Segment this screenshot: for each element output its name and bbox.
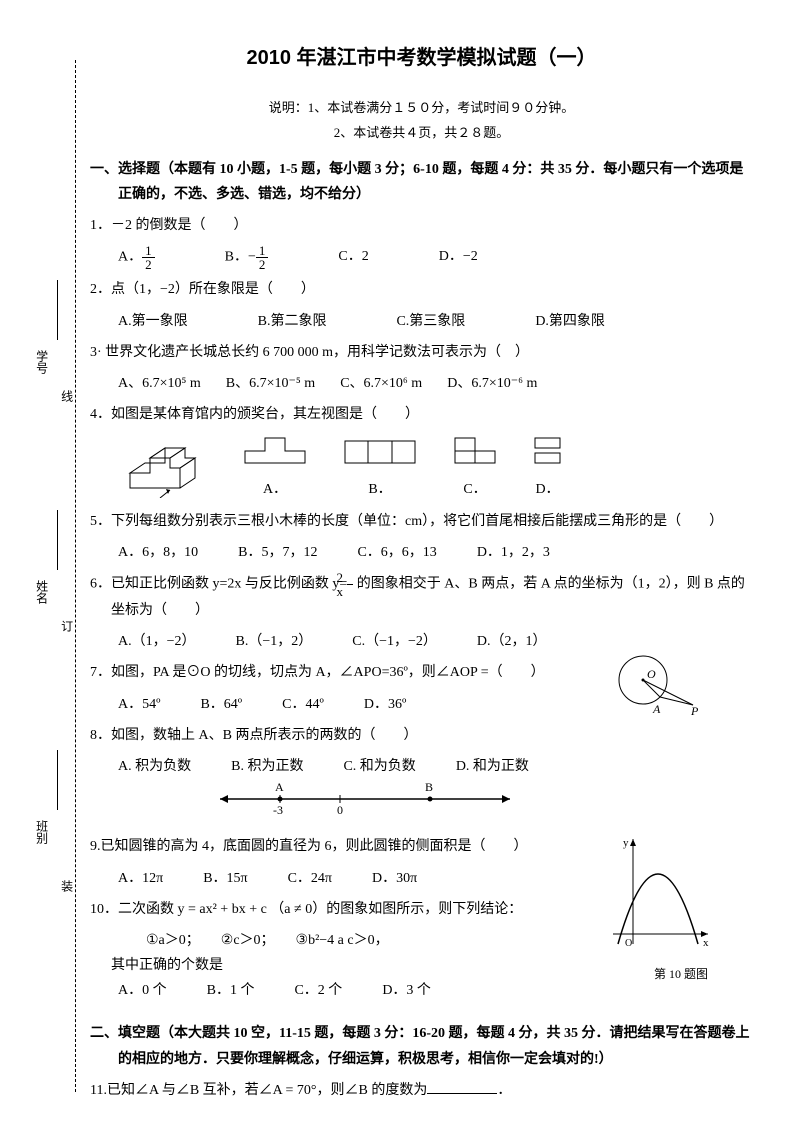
shape-a-icon [240, 433, 310, 468]
label-a: A [652, 702, 661, 716]
binding-label-xue: 学号 [30, 350, 52, 374]
question-1: 1．－2 的倒数是（ ） [90, 213, 753, 238]
axis-x: x [703, 937, 709, 949]
label-p: P [690, 704, 699, 718]
binding-line [57, 510, 58, 570]
shape-c-icon [450, 433, 500, 468]
q4-shape-b: B． [340, 433, 420, 502]
q1-opt-b: B．−12 [225, 244, 269, 271]
desc-line-1: 说明：1、本试卷满分１５０分，考试时间９０分钟。 [90, 96, 753, 119]
q4-shape-c: C． [450, 433, 500, 502]
q9-q10-block: x y O 第 10 题图 9.已知圆锥的高为 4，底面圆的直径为 6，则此圆锥… [90, 834, 753, 1003]
q5-opt-d: D．1，2，3 [477, 540, 550, 565]
fraction: 12 [142, 244, 155, 271]
q8-opt-c: C. 和为负数 [343, 754, 415, 779]
fraction: 12 [256, 244, 269, 271]
q10-opt-c: C．2 个 [294, 978, 342, 1003]
desc-line-2: 2、本试卷共４页，共２８题。 [90, 121, 753, 144]
numline-tick-neg3: -3 [273, 803, 283, 817]
q1-opt-a: A．12 [118, 244, 155, 271]
question-8: 8．如图，数轴上 A、B 两点所表示的两数的（ ） [90, 723, 753, 748]
podium-3d-icon [120, 438, 210, 498]
page-title: 2010 年湛江市中考数学模拟试题（一） [90, 40, 753, 76]
q5-opt-c: C．6，6，13 [357, 540, 436, 565]
numline-a: A [275, 780, 284, 794]
q10-opt-b: B．1 个 [207, 978, 255, 1003]
q1-options: A．12 B．−12 C．2 D．−2 [90, 244, 753, 271]
question-5: 5．下列每组数分别表示三根小木棒的长度（单位：cm），将它们首尾相接后能摆成三角… [90, 509, 753, 534]
binding-ding: 订 [55, 620, 77, 632]
q9-opt-d: D．30π [372, 866, 417, 891]
q2-opt-b: B.第二象限 [258, 309, 327, 334]
q8-opt-b: B. 积为正数 [231, 754, 303, 779]
q2-opt-d: D.第四象限 [535, 309, 605, 334]
q6-opt-c: C.（−1，−2） [352, 629, 437, 654]
q9-opt-c: C．24π [288, 866, 332, 891]
binding-label-xing: 姓名 [30, 580, 52, 604]
q2-opt-a: A.第一象限 [118, 309, 188, 334]
q3-opt-a: A、6.7×10⁵ m [118, 371, 201, 396]
circle-tangent-icon: O A P [613, 650, 703, 720]
shape-b-icon [340, 433, 420, 468]
q3-opt-b: B、6.7×10⁻⁵ m [226, 371, 315, 396]
question-2: 2．点（1，−2）所在象限是（ ） [90, 277, 753, 302]
binding-xian: 线 [55, 390, 77, 402]
q2-options: A.第一象限 B.第二象限 C.第三象限 D.第四象限 [90, 309, 753, 334]
numline-b: B [425, 780, 433, 794]
q4-shape-d: D． [530, 433, 565, 502]
q9-opt-b: B．15π [203, 866, 247, 891]
q10-opt-d: D．3 个 [382, 978, 431, 1003]
label-o: O [647, 667, 656, 681]
question-3: 3· 世界文化遗产长城总长约 6 700 000 m，用科学记数法可表示为（ ） [90, 340, 753, 365]
q7-block: O A P 7．如图，PA 是⊙O 的切线，切点为 A，∠APO=36º，则∠A… [90, 660, 753, 716]
blank-field[interactable] [427, 1079, 497, 1094]
question-11: 11.已知∠A 与∠B 互补，若∠A = 70°，则∠B 的度数为． [90, 1078, 753, 1103]
q10-caption: 第 10 题图 [654, 964, 708, 986]
question-6: 6．已知正比例函数 y=2x 与反比例函数 y=2x 的图象相交于 A、B 两点… [90, 571, 753, 623]
q4-figures: A． B． C． D． [120, 433, 753, 502]
q9-opt-a: A．12π [118, 866, 163, 891]
origin-o: O [625, 938, 632, 949]
q5-options: A．6，8，10 B．5，7，12 C．6，6，13 D．1，2，3 [90, 540, 753, 565]
binding-zhuang: 装 [55, 880, 77, 892]
q8-options: A. 积为负数 B. 积为正数 C. 和为负数 D. 和为正数 [90, 754, 753, 779]
number-line-icon: A B -3 0 [210, 779, 530, 819]
section-1-heading: 一、选择题（本题有 10 小题，1-5 题，每小题 3 分；6-10 题，每题 … [90, 157, 753, 207]
shape-d-icon [530, 433, 565, 468]
q8-opt-d: D. 和为正数 [456, 754, 529, 779]
binding-line [57, 280, 58, 340]
section-2-heading: 二、填空题（本大题共 10 空，11-15 题，每题 3 分：16-20 题，每… [90, 1021, 753, 1071]
q4-shape-a: A． [240, 433, 310, 502]
question-4: 4．如图是某体育馆内的颁奖台，其左视图是（ ） [90, 402, 753, 427]
q3-opt-d: D、6.7×10⁻⁶ m [447, 371, 537, 396]
q6-opt-d: D.（2，1） [477, 629, 547, 654]
binding-label-ban: 班别 [30, 820, 52, 844]
q7-opt-c: C．44º [282, 692, 324, 717]
q3-opt-c: C、6.7×10⁶ m [340, 371, 422, 396]
q3-options: A、6.7×10⁵ m B、6.7×10⁻⁵ m C、6.7×10⁶ m D、6… [90, 371, 753, 396]
q5-opt-b: B．5，7，12 [238, 540, 317, 565]
binding-line [57, 750, 58, 810]
q1-opt-d: D．−2 [439, 244, 478, 271]
q6-opt-a: A.（1，−2） [118, 629, 196, 654]
numline-tick-0: 0 [337, 803, 343, 817]
q7-opt-d: D．36º [364, 692, 406, 717]
q8-opt-a: A. 积为负数 [118, 754, 191, 779]
binding-margin: 班别 装 姓名 订 学号 线 [35, 60, 76, 1092]
q1-opt-c: C．2 [338, 244, 368, 271]
q5-opt-a: A．6，8，10 [118, 540, 198, 565]
axis-y: y [623, 837, 629, 849]
q10-opt-a: A．0 个 [118, 978, 167, 1003]
parabola-icon: x y O [603, 834, 713, 964]
q7-opt-a: A．54º [118, 692, 160, 717]
q6-opt-b: B.（−1，2） [236, 629, 313, 654]
q2-opt-c: C.第三象限 [396, 309, 465, 334]
q7-opt-b: B．64º [200, 692, 242, 717]
